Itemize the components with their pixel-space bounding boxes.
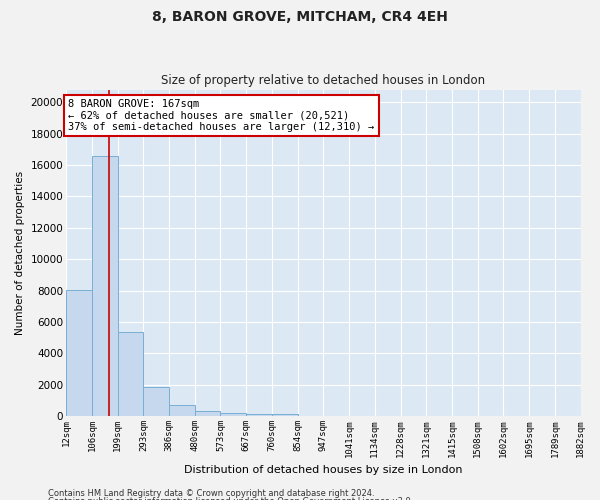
Bar [220,413,246,416]
Text: 8, BARON GROVE, MITCHAM, CR4 4EH: 8, BARON GROVE, MITCHAM, CR4 4EH [152,10,448,24]
Y-axis label: Number of detached properties: Number of detached properties [15,171,25,335]
Bar [169,406,195,416]
Bar [66,290,92,416]
Text: 8 BARON GROVE: 167sqm
← 62% of detached houses are smaller (20,521)
37% of semi-: 8 BARON GROVE: 167sqm ← 62% of detached … [68,99,374,132]
Bar [272,414,298,416]
Bar [118,332,143,416]
Text: Contains public sector information licensed under the Open Government Licence v3: Contains public sector information licen… [48,497,413,500]
Bar [143,387,169,416]
X-axis label: Distribution of detached houses by size in London: Distribution of detached houses by size … [184,465,463,475]
Bar [92,156,118,416]
Text: Contains HM Land Registry data © Crown copyright and database right 2024.: Contains HM Land Registry data © Crown c… [48,488,374,498]
Bar [195,411,220,416]
Bar [246,414,272,416]
Title: Size of property relative to detached houses in London: Size of property relative to detached ho… [161,74,485,87]
